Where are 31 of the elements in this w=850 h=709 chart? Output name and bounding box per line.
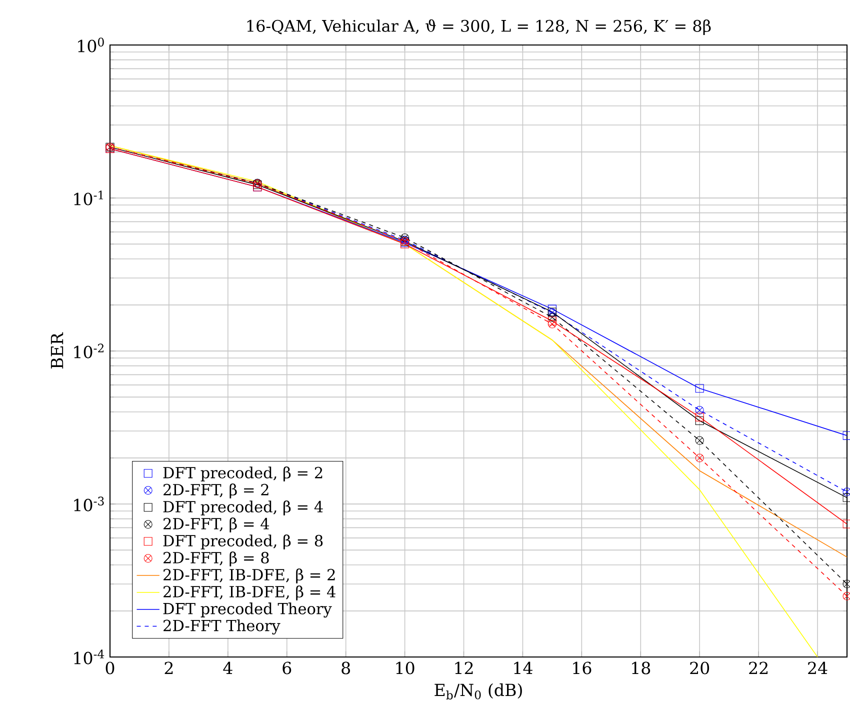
y-tick-label: 10$^{-2}$ [74,344,104,358]
y-tick-label: 10$^{-1}$ [74,190,103,206]
legend-label: 2D-FFT, β = 8 [164,552,269,566]
legend-label: 2D-FFT, IB-DFE, β = 4 [164,586,336,600]
legend-label: DFT precoded, β = 8 [163,534,323,550]
legend-label: 2D-FFT, IB-DFE, β = 2 [164,568,335,584]
x-tick-label: 24 [808,662,828,674]
x-tick-label: 16 [573,662,592,674]
x-tick-label: 14 [514,662,532,674]
x-tick-label: 20 [690,662,710,674]
x-tick-label: 8 [342,662,350,674]
x-tick-label: 4 [223,662,232,674]
legend-label: 2D-FFT Theory [164,619,280,634]
legend-label: DFT precoded Theory [163,602,332,618]
legend-label: 2D-FFT, β = 2 [164,484,268,498]
chart-title: 16-QAM, Vehicular A, ϑ = 300, L = 128, N = 256, K′ = 8β [247,19,711,35]
legend-label: 2D-FFT, β = 4 [164,518,270,532]
y-tick-label: 10$^{-4}$ [74,650,104,664]
legend-label: DFT precoded, β = 2 [163,466,322,482]
y-axis-title: BER [50,332,64,368]
x-tick-label: 12 [455,662,473,674]
x-tick-label: 18 [632,662,650,674]
y-tick-label: 10$^{0}$ [78,38,104,52]
y-tick-label: 10$^{-3}$ [74,496,104,512]
x-tick-label: 22 [749,662,768,674]
x-tick-label: 0 [106,662,114,674]
x-tick-label: 2 [164,662,173,674]
x-tick-label: 10 [396,662,414,674]
x-tick-label: 6 [282,662,292,674]
x-axis-title: E$_{b}$/N$_{0}$ (dB) [434,683,522,700]
legend-label: DFT precoded, β = 4 [163,500,323,516]
